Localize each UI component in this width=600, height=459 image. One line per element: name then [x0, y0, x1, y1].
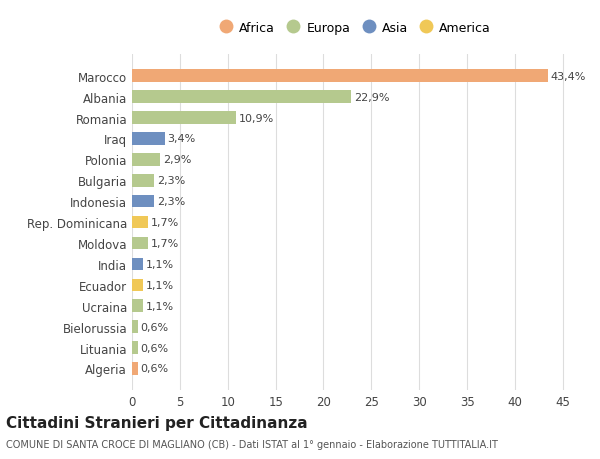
Bar — [132, 237, 148, 250]
Text: 22,9%: 22,9% — [354, 92, 389, 102]
Bar — [132, 91, 351, 104]
Text: 0,6%: 0,6% — [140, 322, 169, 332]
Legend: Africa, Europa, Asia, America: Africa, Europa, Asia, America — [220, 18, 494, 38]
Text: 1,7%: 1,7% — [151, 218, 179, 228]
Bar — [132, 300, 143, 312]
Text: 43,4%: 43,4% — [550, 72, 586, 82]
Bar — [132, 154, 160, 166]
Text: 2,3%: 2,3% — [157, 176, 185, 186]
Bar — [132, 174, 154, 187]
Bar — [132, 112, 236, 124]
Text: Cittadini Stranieri per Cittadinanza: Cittadini Stranieri per Cittadinanza — [6, 415, 308, 430]
Text: 1,7%: 1,7% — [151, 239, 179, 248]
Bar — [132, 279, 143, 291]
Text: 0,6%: 0,6% — [140, 343, 169, 353]
Text: 1,1%: 1,1% — [145, 301, 173, 311]
Bar — [132, 321, 138, 333]
Bar — [132, 363, 138, 375]
Text: 3,4%: 3,4% — [167, 134, 196, 144]
Text: 2,3%: 2,3% — [157, 197, 185, 207]
Text: COMUNE DI SANTA CROCE DI MAGLIANO (CB) - Dati ISTAT al 1° gennaio - Elaborazione: COMUNE DI SANTA CROCE DI MAGLIANO (CB) -… — [6, 440, 498, 449]
Text: 0,6%: 0,6% — [140, 364, 169, 374]
Bar — [132, 133, 164, 146]
Bar — [132, 258, 143, 271]
Text: 2,9%: 2,9% — [163, 155, 191, 165]
Bar — [132, 70, 548, 83]
Text: 1,1%: 1,1% — [145, 280, 173, 290]
Text: 10,9%: 10,9% — [239, 113, 274, 123]
Bar — [132, 196, 154, 208]
Bar — [132, 216, 148, 229]
Bar — [132, 341, 138, 354]
Text: 1,1%: 1,1% — [145, 259, 173, 269]
